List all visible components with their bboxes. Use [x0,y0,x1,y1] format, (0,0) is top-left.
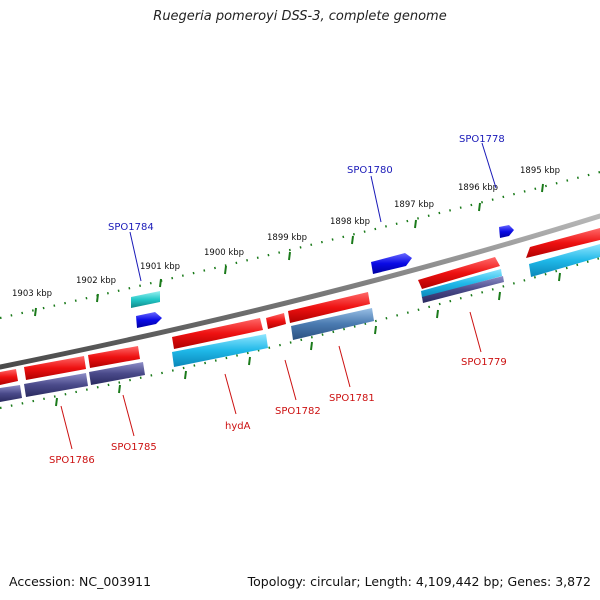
gene-spo1781[interactable] [288,292,370,323]
gene-spo1782[interactable] [266,313,286,329]
gene-label-spo1784: SPO1784 [108,222,154,233]
feature-purple-left [0,385,22,402]
tick-label: 1901 kbp [140,262,180,272]
feature-cyan-hyda [172,334,268,367]
gene-right-edge[interactable] [526,228,600,258]
upper-tick-track [0,170,600,320]
tick-label: 1896 kbp [458,183,498,193]
gene-spo1779[interactable] [418,257,500,289]
genome-summary-text: Topology: circular; Length: 4,109,442 bp… [247,574,591,589]
gene-label-spo1780: SPO1780 [347,165,393,176]
tick-label: 1899 kbp [267,233,307,243]
gene-label-spo1785: SPO1785 [111,442,157,453]
map-title: Ruegeria pomeroyi DSS-3, complete genome [153,9,447,24]
gene-label-spo1779: SPO1779 [461,357,507,368]
tick-label: 1903 kbp [12,289,52,299]
kbp-tick-labels: 1895 kbp 1896 kbp 1897 kbp 1898 kbp 1899… [12,166,560,299]
tick-label: 1897 kbp [394,200,434,210]
feature-purple-1786 [24,373,88,397]
gene-left-edge[interactable] [0,369,18,385]
reverse-genes [0,228,600,385]
tick-label: 1898 kbp [330,217,370,227]
feature-purple-1785 [89,362,145,385]
reverse-gene-labels: SPO1779 SPO1781 SPO1782 hydA SPO1785 SPO… [49,311,507,466]
genome-backbone [0,213,600,370]
feature-cyan-1779 [421,269,502,298]
feature-teal-1784 [131,291,160,308]
feature-steel-1781 [291,308,374,340]
forward-genes [131,225,514,328]
feature-row [0,244,600,402]
feature-purple-1779 [422,276,504,303]
gene-spo1785[interactable] [88,346,140,368]
gene-spo1780[interactable] [371,253,412,274]
gene-label-spo1786: SPO1786 [49,455,95,466]
feature-cyan-right [529,244,600,277]
tick-label: 1900 kbp [204,248,244,258]
tick-label: 1895 kbp [520,166,560,176]
gene-hyda[interactable] [172,318,263,349]
accession-text: Accession: NC_003911 [9,574,152,589]
gene-label-spo1778: SPO1778 [459,134,505,145]
gene-spo1778[interactable] [499,225,514,238]
tick-label: 1902 kbp [76,276,116,286]
forward-gene-labels: SPO1778 SPO1780 SPO1784 [108,134,505,282]
gene-spo1786[interactable] [24,356,86,380]
gene-label-hyda: hydA [225,421,251,432]
gene-label-spo1782: SPO1782 [275,406,321,417]
upper-major-ticks [34,183,544,317]
gene-spo1784[interactable] [136,312,162,328]
lower-major-ticks [55,272,561,407]
gene-label-spo1781: SPO1781 [329,393,375,404]
